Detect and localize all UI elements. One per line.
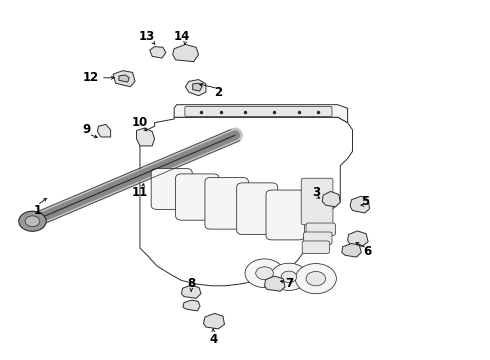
Circle shape bbox=[19, 211, 46, 231]
FancyBboxPatch shape bbox=[306, 223, 335, 235]
Polygon shape bbox=[150, 46, 166, 58]
Text: 3: 3 bbox=[312, 186, 320, 199]
FancyBboxPatch shape bbox=[205, 177, 248, 229]
Text: 2: 2 bbox=[214, 86, 222, 99]
Polygon shape bbox=[181, 285, 201, 298]
Polygon shape bbox=[203, 314, 224, 329]
Polygon shape bbox=[322, 192, 340, 207]
Polygon shape bbox=[174, 105, 347, 123]
Polygon shape bbox=[183, 300, 200, 311]
Text: 14: 14 bbox=[173, 30, 190, 43]
Text: 13: 13 bbox=[139, 30, 155, 43]
FancyBboxPatch shape bbox=[151, 168, 192, 210]
FancyBboxPatch shape bbox=[175, 174, 219, 220]
FancyBboxPatch shape bbox=[304, 232, 332, 244]
Polygon shape bbox=[193, 83, 202, 91]
Polygon shape bbox=[185, 80, 206, 96]
Text: 12: 12 bbox=[83, 71, 99, 84]
Circle shape bbox=[295, 264, 336, 294]
Polygon shape bbox=[342, 243, 361, 257]
Text: 10: 10 bbox=[132, 116, 148, 129]
Polygon shape bbox=[137, 128, 155, 146]
Polygon shape bbox=[265, 276, 285, 291]
FancyBboxPatch shape bbox=[237, 183, 278, 234]
FancyBboxPatch shape bbox=[302, 241, 330, 253]
Text: 1: 1 bbox=[33, 204, 41, 217]
Text: 11: 11 bbox=[132, 186, 148, 199]
FancyBboxPatch shape bbox=[301, 178, 333, 225]
Circle shape bbox=[25, 216, 40, 226]
Text: 5: 5 bbox=[361, 195, 369, 208]
Circle shape bbox=[245, 259, 284, 288]
Circle shape bbox=[306, 271, 326, 286]
Text: 4: 4 bbox=[209, 333, 218, 346]
Circle shape bbox=[270, 263, 308, 291]
Circle shape bbox=[256, 267, 273, 280]
Text: 8: 8 bbox=[187, 278, 196, 291]
FancyBboxPatch shape bbox=[266, 190, 305, 240]
Text: 7: 7 bbox=[285, 278, 293, 291]
Polygon shape bbox=[98, 125, 111, 137]
Polygon shape bbox=[350, 196, 369, 213]
FancyBboxPatch shape bbox=[185, 107, 332, 117]
Polygon shape bbox=[172, 44, 198, 62]
Circle shape bbox=[281, 271, 297, 283]
Text: 6: 6 bbox=[363, 245, 371, 258]
Polygon shape bbox=[113, 71, 135, 87]
Polygon shape bbox=[347, 231, 368, 246]
Polygon shape bbox=[119, 75, 129, 82]
Text: 9: 9 bbox=[82, 123, 90, 136]
